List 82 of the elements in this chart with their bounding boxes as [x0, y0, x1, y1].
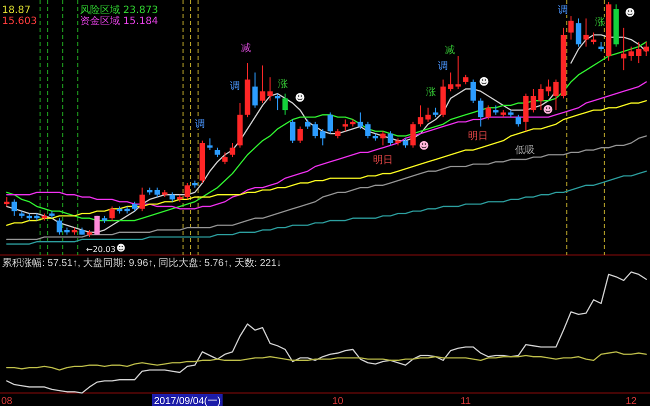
candlestick [553, 79, 559, 111]
candlestick [448, 72, 454, 92]
candlestick [328, 112, 333, 134]
candlestick [320, 128, 326, 146]
annotation: 明日 [373, 154, 393, 166]
annotation: 涨 [278, 78, 288, 90]
annotation: ☻ [624, 6, 636, 18]
candlestick [342, 119, 348, 132]
candlestick [304, 119, 310, 130]
candlestick [636, 41, 642, 64]
candlestick [644, 41, 649, 57]
candlestick [388, 130, 394, 146]
annotation: 涨 [595, 16, 605, 28]
x-tick-label: 12 [626, 396, 638, 406]
candlestick [462, 74, 468, 85]
x-tick-label: 11 [460, 396, 472, 406]
candlestick [493, 104, 498, 116]
candlestick [380, 130, 386, 146]
annotation: ☻ [294, 92, 306, 104]
candlestick [335, 128, 340, 139]
annotation: 低吸 [515, 144, 535, 156]
candlestick [546, 79, 552, 96]
candlestick [170, 192, 175, 202]
candlestick [598, 41, 604, 52]
candlestick [410, 121, 416, 148]
candlestick [252, 72, 258, 108]
candlestick [312, 121, 318, 139]
candlestick [56, 218, 62, 236]
candlestick [470, 79, 476, 104]
annotation: ☻ [418, 140, 430, 152]
candlestick [516, 114, 522, 128]
candlestick [568, 16, 574, 40]
candlestick [260, 64, 266, 104]
candlestick [139, 187, 145, 212]
candlestick [576, 18, 582, 48]
annotation: ☻ [478, 76, 490, 88]
candlestick [109, 206, 115, 222]
text: ☻ [116, 243, 126, 254]
annotation: 调 [558, 4, 568, 16]
candlestick [267, 76, 273, 102]
candlestick [590, 32, 596, 45]
annotation: 资金区域 15.184 [80, 14, 158, 26]
annotation: ☻ [542, 104, 554, 116]
candlestick [538, 84, 544, 111]
candlestick [583, 18, 589, 48]
candlestick [297, 126, 303, 144]
candlestick [418, 104, 424, 128]
annotation: 调 [438, 60, 448, 72]
x-tick-label: 08 [1, 396, 13, 406]
text: ←20.03 [86, 244, 116, 254]
candlestick [274, 93, 280, 111]
annotation: 调 [195, 118, 205, 130]
candlestick [628, 46, 634, 62]
candlestick [432, 107, 438, 118]
x-tick-label: 2017/09/04(一) [154, 396, 221, 406]
candlestick [425, 107, 431, 122]
candlestick [290, 119, 296, 144]
annotation: 风险区域 23.873 [80, 4, 158, 16]
annotation: 明日 [468, 130, 488, 142]
candlestick [358, 112, 364, 130]
candlestick [12, 198, 17, 216]
candlestick [154, 187, 160, 198]
candlestick [132, 201, 138, 212]
candlestick [282, 93, 288, 116]
candlestick [620, 27, 626, 71]
candlestick [365, 121, 371, 139]
candlestick [486, 104, 491, 120]
annotation: 减 [241, 42, 251, 54]
annotation: 涨 [426, 86, 436, 98]
chart-title: 累积涨幅: 57.51↑, 大盘同期: 9.96↑, 同比大盘: 5.76↑, 天数: 221↓ [2, 257, 282, 269]
candlestick [214, 147, 220, 158]
candlestick [230, 142, 236, 158]
candlestick [222, 152, 228, 165]
x-tick-label: 10 [332, 396, 344, 406]
annotation: 减 [445, 44, 455, 56]
candlestick [184, 182, 190, 200]
candlestick [478, 98, 484, 128]
annotation: 18.87 [2, 4, 31, 16]
annotation: 15.603 [2, 16, 37, 26]
candlestick [530, 88, 536, 113]
candlestick [402, 138, 408, 148]
annotation: 调 [230, 80, 240, 92]
